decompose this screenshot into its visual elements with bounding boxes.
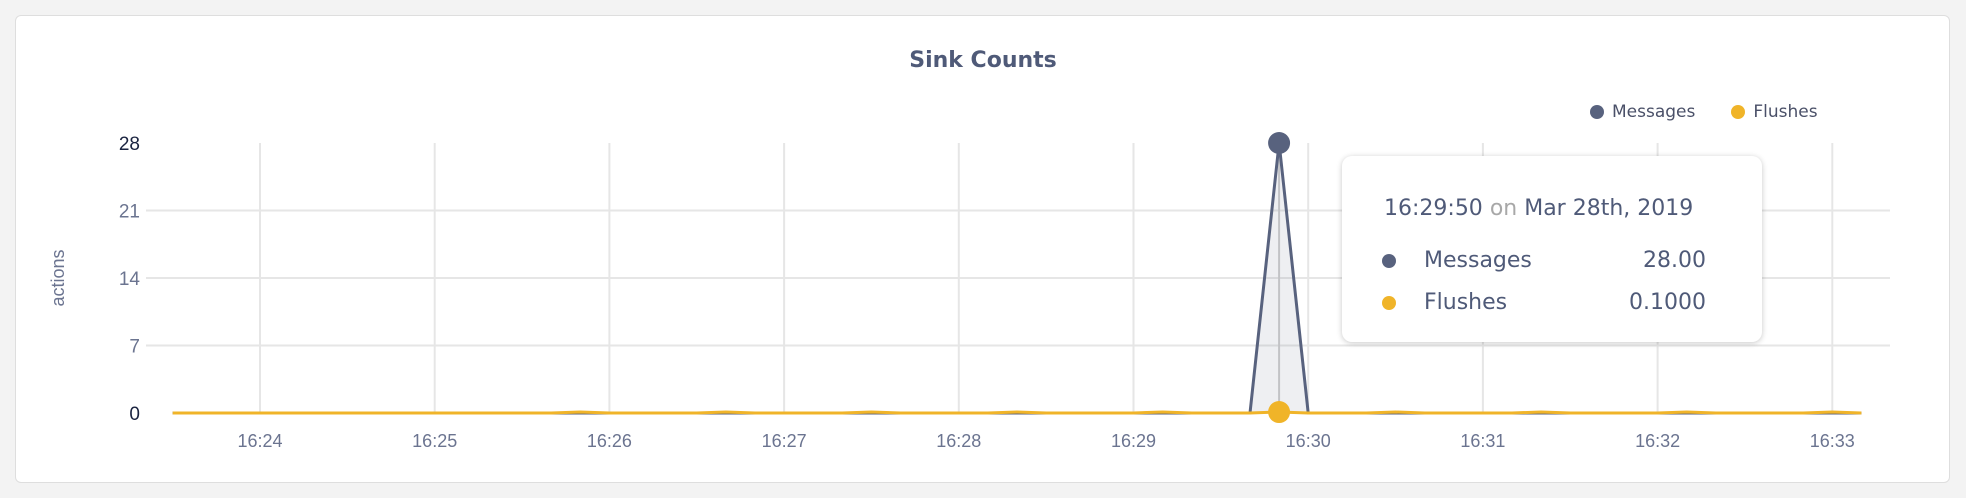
legend-item-flushes[interactable]: Flushes [1731,102,1818,122]
hover-point-messages [1268,132,1291,154]
tooltip-on: on [1489,196,1518,221]
legend-label: Messages [1612,102,1696,122]
messages-dot-icon [1382,253,1396,268]
y-tick-label: 7 [129,337,140,358]
y-tick-label: 28 [119,134,140,155]
tooltip-row-messages: Messages 28.00 [1382,248,1706,273]
tooltip-header: 16:29:50 on Mar 28th, 2019 [1384,196,1693,221]
legend-label: Flushes [1753,102,1818,122]
tooltip: 16:29:50 on Mar 28th, 2019 Messages 28.0… [1342,156,1762,342]
series-line-flushes [172,410,1862,415]
tooltip-value: 0.1000 [1629,290,1706,315]
flushes-dot-icon [1731,105,1746,119]
y-tick-label: 21 [119,202,140,223]
x-tick-label: 16:33 [1810,431,1855,451]
tooltip-label: Flushes [1424,290,1508,315]
x-tick-label: 16:27 [762,431,807,451]
y-tick-label: 14 [119,269,141,290]
x-tick-label: 16:31 [1460,431,1505,451]
x-tick-label: 16:25 [412,431,457,451]
tooltip-value: 28.00 [1643,248,1706,273]
legend: Messages Flushes [1590,102,1818,122]
x-tick-label: 16:26 [587,431,632,451]
x-tick-label: 16:29 [1111,431,1156,451]
x-tick-label: 16:32 [1635,431,1680,451]
x-tick-label: 16:24 [237,431,282,451]
tooltip-row-flushes: Flushes 0.1000 [1382,290,1706,315]
hover-point-flushes [1268,401,1291,424]
tooltip-date: Mar 28th, 2019 [1524,196,1694,221]
legend-item-messages[interactable]: Messages [1590,102,1695,122]
tooltip-time: 16:29:50 [1384,196,1483,221]
x-tick-label: 16:30 [1286,431,1331,451]
y-axis-label: actions [48,249,68,306]
flushes-dot-icon [1382,295,1396,310]
y-tick-label: 0 [129,404,140,425]
chart-title: Sink Counts [909,48,1057,73]
tooltip-label: Messages [1424,248,1532,273]
messages-dot-icon [1590,105,1604,119]
x-tick-label: 16:28 [936,431,981,451]
